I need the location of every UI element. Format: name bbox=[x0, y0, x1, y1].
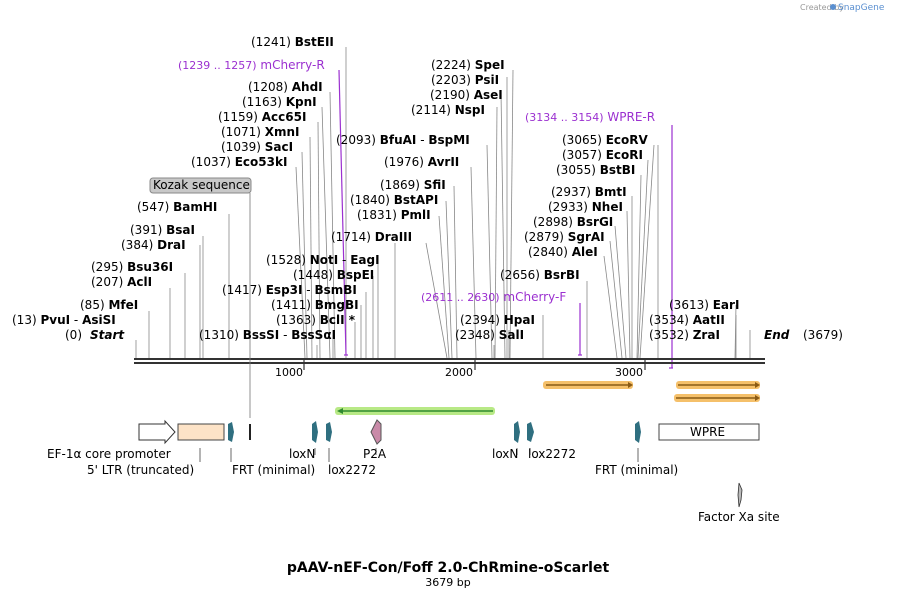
site-ecori: (3057) EcoRI bbox=[562, 148, 643, 162]
ef1a-promoter-arrow bbox=[138, 419, 176, 445]
site-ecorv: (3065) EcoRV bbox=[562, 133, 649, 147]
kozak-badge bbox=[149, 177, 252, 194]
site-bstapi: (1840) BstAPI bbox=[350, 193, 438, 207]
site-bsrbi: (2656) BsrBI bbox=[500, 268, 580, 282]
feature-p2a: P2A bbox=[363, 447, 387, 461]
primer-labels: (1239 .. 1257) mCherry-R (3134 .. 3154) … bbox=[178, 58, 655, 304]
factor-xa-mark bbox=[737, 482, 743, 508]
end-label: End bbox=[764, 328, 790, 342]
orf-arrows bbox=[335, 381, 760, 415]
site-bstbi: (3055) BstBI bbox=[556, 163, 635, 177]
site-avrii: (1976) AvrII bbox=[384, 155, 459, 169]
enzyme-sites-middle: (1417) Esp3I - BsmBI (1528) NotI - EagI … bbox=[222, 58, 580, 342]
feature-labels: EF-1α core promoter 5' LTR (truncated) F… bbox=[47, 425, 780, 524]
site-psii: (2203) PsiI bbox=[431, 73, 499, 87]
site-bmgbi: (1411) BmgBI bbox=[271, 298, 359, 312]
site-bsssi: (1310) BssSI - BssSαI bbox=[199, 328, 336, 342]
kozak-label: Kozak sequence bbox=[153, 178, 250, 192]
site-nhei: (2933) NheI bbox=[548, 200, 623, 214]
loxn-right-mark bbox=[514, 421, 520, 443]
primer-lines bbox=[338, 69, 673, 369]
site-bmti: (2937) BmtI bbox=[551, 185, 627, 199]
feature-track bbox=[138, 419, 760, 508]
feature-ef1a-core-promoter: EF-1α core promoter bbox=[47, 447, 171, 461]
site-zrai: (3532) ZraI bbox=[649, 328, 720, 342]
orf-orange-1-head bbox=[628, 382, 633, 388]
site-kpni: (1163) KpnI bbox=[242, 95, 317, 109]
site-aatii: (3534) AatII bbox=[649, 313, 725, 327]
site-bsrgi: (2898) BsrGI bbox=[533, 215, 613, 229]
site-spei: (2224) SpeI bbox=[431, 58, 505, 72]
site-acli: (207) AclI bbox=[91, 275, 152, 289]
feature-factor-xa-site: Factor Xa site bbox=[698, 510, 780, 524]
snapgene-logo-text: SnapGene bbox=[838, 3, 885, 13]
site-saci: (1039) SacI bbox=[221, 140, 293, 154]
orf-orange-2-head bbox=[755, 382, 760, 388]
site-alei: (2840) AleI bbox=[528, 245, 598, 259]
feature-wpre: WPRE bbox=[690, 425, 725, 439]
credit-text: Created by bbox=[800, 3, 844, 12]
feature-frt-minimal-right: FRT (minimal) bbox=[595, 463, 678, 477]
primer-mcherry-r: (1239 .. 1257) mCherry-R bbox=[178, 58, 325, 72]
site-leader-lines bbox=[135, 47, 751, 359]
site-eari: (3613) EarI bbox=[669, 298, 739, 312]
ruler-tick-2000: 2000 bbox=[445, 366, 473, 379]
lox2272-right-mark bbox=[527, 422, 534, 442]
site-bfuai: (2093) BfuAI - BspMI bbox=[336, 133, 470, 147]
site-noti: (1528) NotI - EagI bbox=[266, 253, 380, 267]
site-bsu36i: (295) Bsu36I bbox=[91, 260, 173, 274]
site-ahdi: (1208) AhdI bbox=[248, 80, 323, 94]
plasmid-length: 3679 bp bbox=[425, 576, 470, 589]
site-drai: (384) DraI bbox=[121, 238, 186, 252]
site-sali: (2348) SalI bbox=[455, 328, 524, 342]
wpre-box bbox=[658, 423, 760, 441]
site-sfii: (1869) SfiI bbox=[380, 178, 446, 192]
primer-mcherry-f: (2611 .. 2630) mCherry-F bbox=[421, 290, 566, 304]
site-pvui: (13) PvuI - AsiSI bbox=[12, 313, 116, 327]
feature-loxn-left: loxN bbox=[289, 447, 315, 461]
lox2272-left-mark bbox=[326, 422, 332, 442]
snapgene-logo-icon bbox=[830, 4, 836, 10]
site-xmni: (1071) XmnI bbox=[221, 125, 300, 139]
orf-green-head bbox=[337, 408, 343, 414]
site-nspi: (2114) NspI bbox=[411, 103, 485, 117]
plasmid-title: pAAV-nEF-Con/Foff 2.0-ChRmine-oScarlet bbox=[287, 560, 610, 576]
p2a-mark bbox=[370, 419, 382, 445]
feature-leaders bbox=[199, 448, 639, 462]
site-sgrai: (2879) SgrAI bbox=[524, 230, 605, 244]
site-pmli: (1831) PmlI bbox=[357, 208, 431, 222]
start-label: Start bbox=[90, 328, 125, 342]
end-position: (3679) bbox=[803, 328, 843, 342]
site-eco53ki: (1037) Eco53kI bbox=[191, 155, 287, 169]
ruler-tick-3000: 3000 bbox=[615, 366, 643, 379]
ltr-box bbox=[177, 423, 225, 441]
site-mfei: (85) MfeI bbox=[80, 298, 138, 312]
site-bspei: (1448) BspEI bbox=[293, 268, 374, 282]
site-draiii: (1714) DraIII bbox=[331, 230, 412, 244]
site-acc65i: (1159) Acc65I bbox=[218, 110, 306, 124]
site-asei: (2190) AseI bbox=[430, 88, 503, 102]
feature-lox2272-right: lox2272 bbox=[528, 447, 576, 461]
loxn-left-mark bbox=[312, 421, 318, 443]
ruler-tick-1000: 1000 bbox=[275, 366, 303, 379]
enzyme-sites-left: (1241) BstEII (1208) AhdI (1163) KpnI (1… bbox=[12, 35, 336, 342]
primer-wpre-r: (3134 .. 3154) WPRE-R bbox=[525, 110, 655, 124]
frt-right-mark bbox=[635, 421, 641, 443]
start-position: (0) bbox=[65, 328, 82, 342]
sequence-backbone bbox=[134, 358, 765, 370]
site-hpai: (2394) HpaI bbox=[460, 313, 535, 327]
site-bcli: (1363) BclI * bbox=[276, 313, 356, 327]
frt-left-mark bbox=[228, 422, 234, 442]
enzyme-sites-right: (3065) EcoRV (3057) EcoRI (3055) BstBI (… bbox=[524, 133, 739, 342]
site-bsai: (391) BsaI bbox=[130, 223, 195, 237]
orf-orange-3-head bbox=[755, 395, 760, 401]
feature-loxn-right: loxN bbox=[492, 447, 518, 461]
site-bsteii: (1241) BstEII bbox=[251, 35, 334, 49]
feature-lox2272-left: lox2272 bbox=[328, 463, 376, 477]
site-bamhi: (547) BamHI bbox=[137, 200, 217, 214]
feature-5ltr-truncated: 5' LTR (truncated) bbox=[87, 463, 194, 477]
feature-frt-minimal-left: FRT (minimal) bbox=[232, 463, 315, 477]
site-esp3i: (1417) Esp3I - BsmBI bbox=[222, 283, 357, 297]
